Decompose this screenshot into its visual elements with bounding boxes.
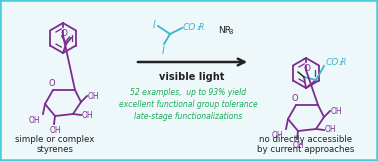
Text: OH: OH bbox=[82, 110, 94, 119]
Text: OH: OH bbox=[88, 91, 100, 100]
Text: O: O bbox=[292, 94, 298, 103]
Text: CO: CO bbox=[183, 23, 197, 32]
Text: late-stage functionalizations: late-stage functionalizations bbox=[134, 112, 242, 121]
Text: OH: OH bbox=[331, 106, 342, 115]
Text: O: O bbox=[49, 79, 55, 88]
Text: 52 examples,  up to 93% yield: 52 examples, up to 93% yield bbox=[130, 88, 246, 97]
Text: I: I bbox=[153, 20, 156, 30]
Text: ₂R: ₂R bbox=[197, 23, 205, 32]
Text: CO: CO bbox=[326, 57, 339, 66]
Text: OH: OH bbox=[292, 141, 304, 150]
Text: visible light: visible light bbox=[159, 72, 225, 82]
Text: excellent functional group tolerance: excellent functional group tolerance bbox=[119, 100, 257, 109]
Text: NR: NR bbox=[218, 25, 231, 34]
Text: OH: OH bbox=[49, 126, 61, 135]
Text: OH: OH bbox=[28, 116, 40, 125]
Text: I: I bbox=[161, 46, 164, 56]
Text: O: O bbox=[304, 64, 310, 73]
Text: OH: OH bbox=[325, 126, 337, 134]
Text: 3: 3 bbox=[228, 29, 232, 35]
Text: ₂R: ₂R bbox=[339, 57, 347, 66]
Text: OH: OH bbox=[271, 131, 283, 140]
Text: O: O bbox=[60, 29, 68, 38]
Text: no directly accessible
by current approaches: no directly accessible by current approa… bbox=[257, 135, 355, 154]
Text: simple or complex
styrenes: simple or complex styrenes bbox=[15, 135, 94, 154]
